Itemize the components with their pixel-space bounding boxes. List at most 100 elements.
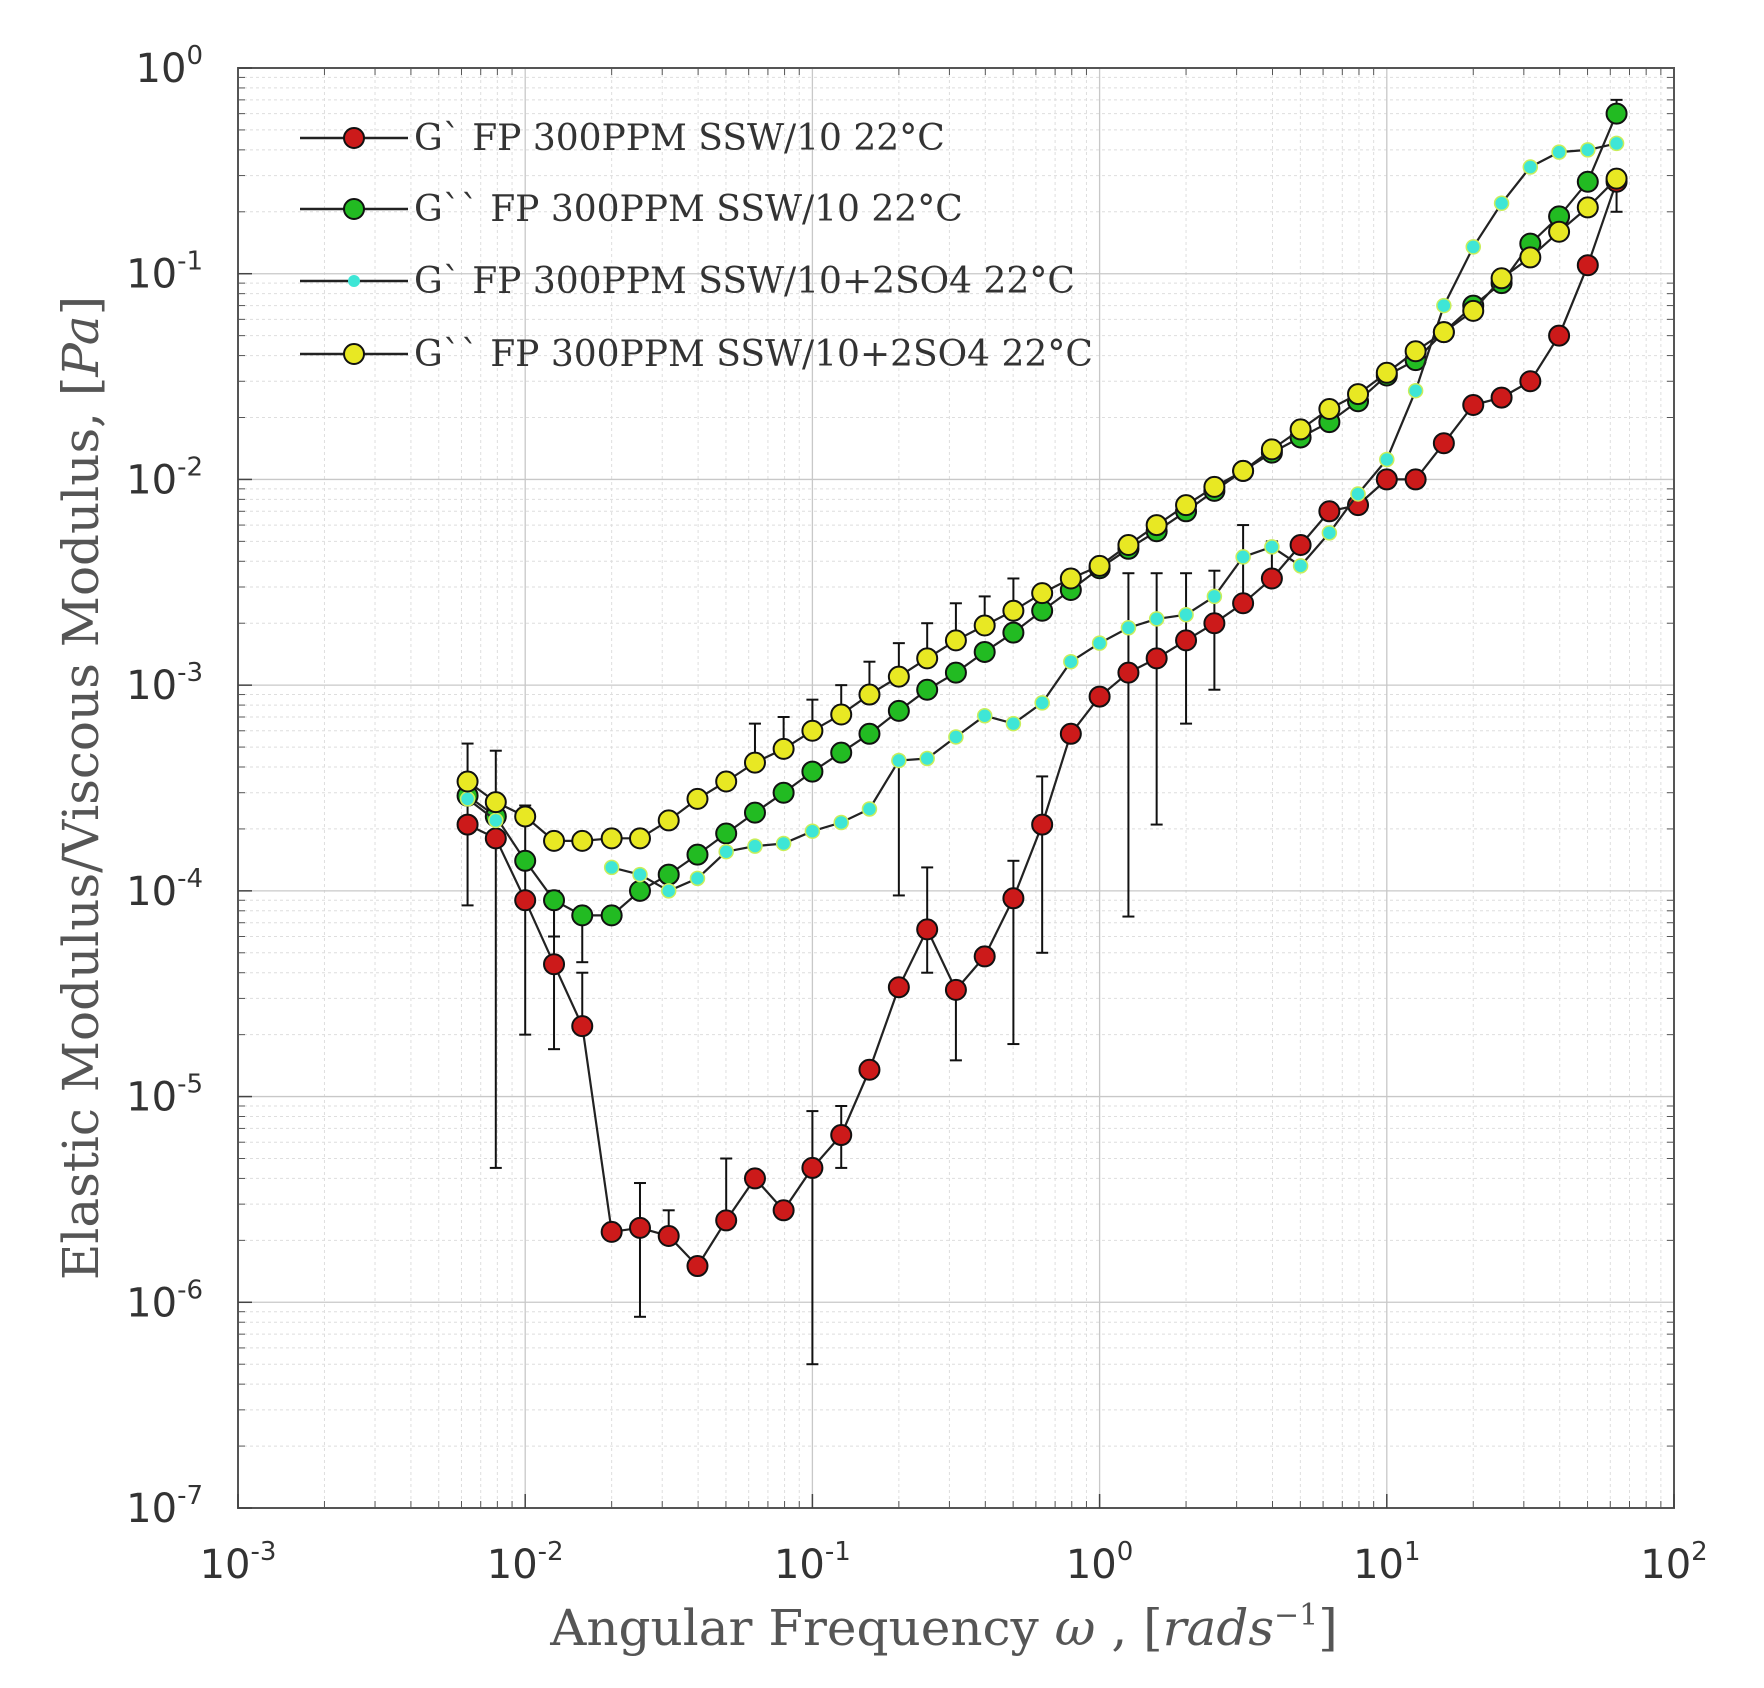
data-point	[801, 760, 824, 783]
data-point	[743, 1167, 766, 1190]
plot-frame	[237, 67, 1675, 1509]
data-point	[887, 665, 910, 688]
data-point	[1548, 220, 1571, 243]
legend-label: G`` FP 300PPM SSW/10+2SO4 22°C	[414, 334, 1093, 375]
data-point	[1002, 599, 1025, 622]
data-point	[1005, 715, 1022, 732]
x-tick-label: 101	[1353, 1537, 1420, 1588]
tick-labels: 10-3 10-2 10-1 100 101 102 10-7 10-6 10-5 10-4 10-…	[126, 41, 1708, 1588]
data-point	[543, 829, 566, 852]
data-point	[543, 953, 566, 976]
data-point	[1375, 361, 1398, 384]
data-point	[632, 866, 648, 883]
data-point	[1260, 567, 1283, 590]
data-point	[858, 722, 881, 745]
legend-label: G` FP 300PPM SSW/10+2SO4 22°C	[414, 261, 1075, 302]
data-point	[1404, 340, 1427, 363]
data-point	[1148, 611, 1165, 627]
legend: G` FP 300PPM SSW/10 22°C G`` FP 300PPM S…	[300, 118, 1093, 375]
data-point	[1576, 254, 1599, 277]
data-point	[1120, 620, 1137, 636]
data-point	[1519, 370, 1542, 393]
data-point	[973, 945, 996, 968]
data-point	[1321, 525, 1338, 541]
data-point	[600, 1220, 623, 1243]
data-point	[571, 829, 594, 852]
data-point	[1292, 558, 1309, 574]
series-3	[456, 167, 1628, 852]
data-point	[600, 904, 623, 927]
data-point	[1432, 432, 1455, 455]
data-point	[743, 751, 766, 774]
x-tick-label: 10-2	[487, 1537, 564, 1588]
data-point	[1031, 582, 1054, 605]
data-point	[1260, 438, 1283, 461]
data-point	[1608, 135, 1625, 152]
data-point	[1318, 397, 1341, 420]
data-point	[1404, 468, 1427, 491]
minor-grid	[238, 68, 1674, 1508]
data-point	[1063, 653, 1079, 670]
data-point	[801, 719, 824, 742]
data-point	[1232, 592, 1255, 615]
data-point	[1175, 629, 1198, 652]
data-point	[1548, 324, 1571, 347]
data-point	[1232, 459, 1255, 482]
data-point	[1347, 383, 1370, 406]
data-point	[830, 1124, 853, 1147]
data-point	[1462, 394, 1485, 417]
y-tick-label: 10-5	[126, 1070, 203, 1121]
data-point	[1031, 813, 1054, 836]
data-point	[916, 647, 939, 670]
data-point	[747, 838, 763, 854]
data-point	[1034, 695, 1050, 711]
data-point	[1178, 606, 1194, 623]
legend-entry: G`` FP 300PPM SSW/10 22°C	[300, 189, 963, 230]
data-point	[891, 752, 907, 769]
data-point	[1318, 500, 1341, 523]
data-point	[772, 1199, 795, 1222]
data-point	[571, 904, 594, 927]
y-tick-label: 10-4	[126, 864, 203, 915]
data-point	[657, 809, 680, 832]
data-point	[861, 801, 878, 817]
data-point	[1350, 486, 1366, 502]
data-point	[484, 827, 507, 850]
data-point	[571, 1015, 594, 1038]
y-axis-label: Elastic Modulus/Viscous Modulus, [Pa]	[52, 296, 110, 1280]
data-point	[944, 661, 967, 684]
data-point	[944, 978, 967, 1001]
data-point	[514, 849, 537, 872]
data-point	[543, 889, 566, 912]
data-point	[514, 805, 537, 828]
data-point	[973, 614, 996, 637]
legend-marker	[348, 275, 360, 287]
data-point	[718, 843, 734, 860]
data-point	[715, 822, 738, 845]
data-point	[1605, 167, 1628, 190]
x-tick-label: 102	[1640, 1537, 1707, 1588]
data-point	[916, 918, 939, 941]
data-point	[1407, 382, 1424, 399]
data-point	[830, 741, 853, 764]
data-point	[858, 683, 881, 706]
data-point	[1490, 267, 1513, 290]
legend-marker	[343, 343, 365, 365]
data-point	[686, 787, 709, 810]
y-tick-label: 10-7	[126, 1481, 203, 1532]
y-tick-label: 10-1	[126, 247, 203, 298]
data-point	[1551, 144, 1567, 160]
series-layer	[456, 98, 1628, 1366]
data-point	[1289, 534, 1312, 557]
data-point	[1145, 514, 1168, 537]
data-point	[1059, 567, 1082, 590]
data-point	[772, 737, 795, 760]
data-point	[628, 827, 651, 850]
y-tick-label: 10-2	[126, 452, 203, 503]
data-point	[1203, 475, 1226, 498]
x-tick-label: 100	[1066, 1537, 1133, 1588]
data-point	[830, 703, 853, 726]
data-point	[1117, 534, 1140, 557]
legend-entry: G`` FP 300PPM SSW/10+2SO4 22°C	[300, 334, 1093, 375]
